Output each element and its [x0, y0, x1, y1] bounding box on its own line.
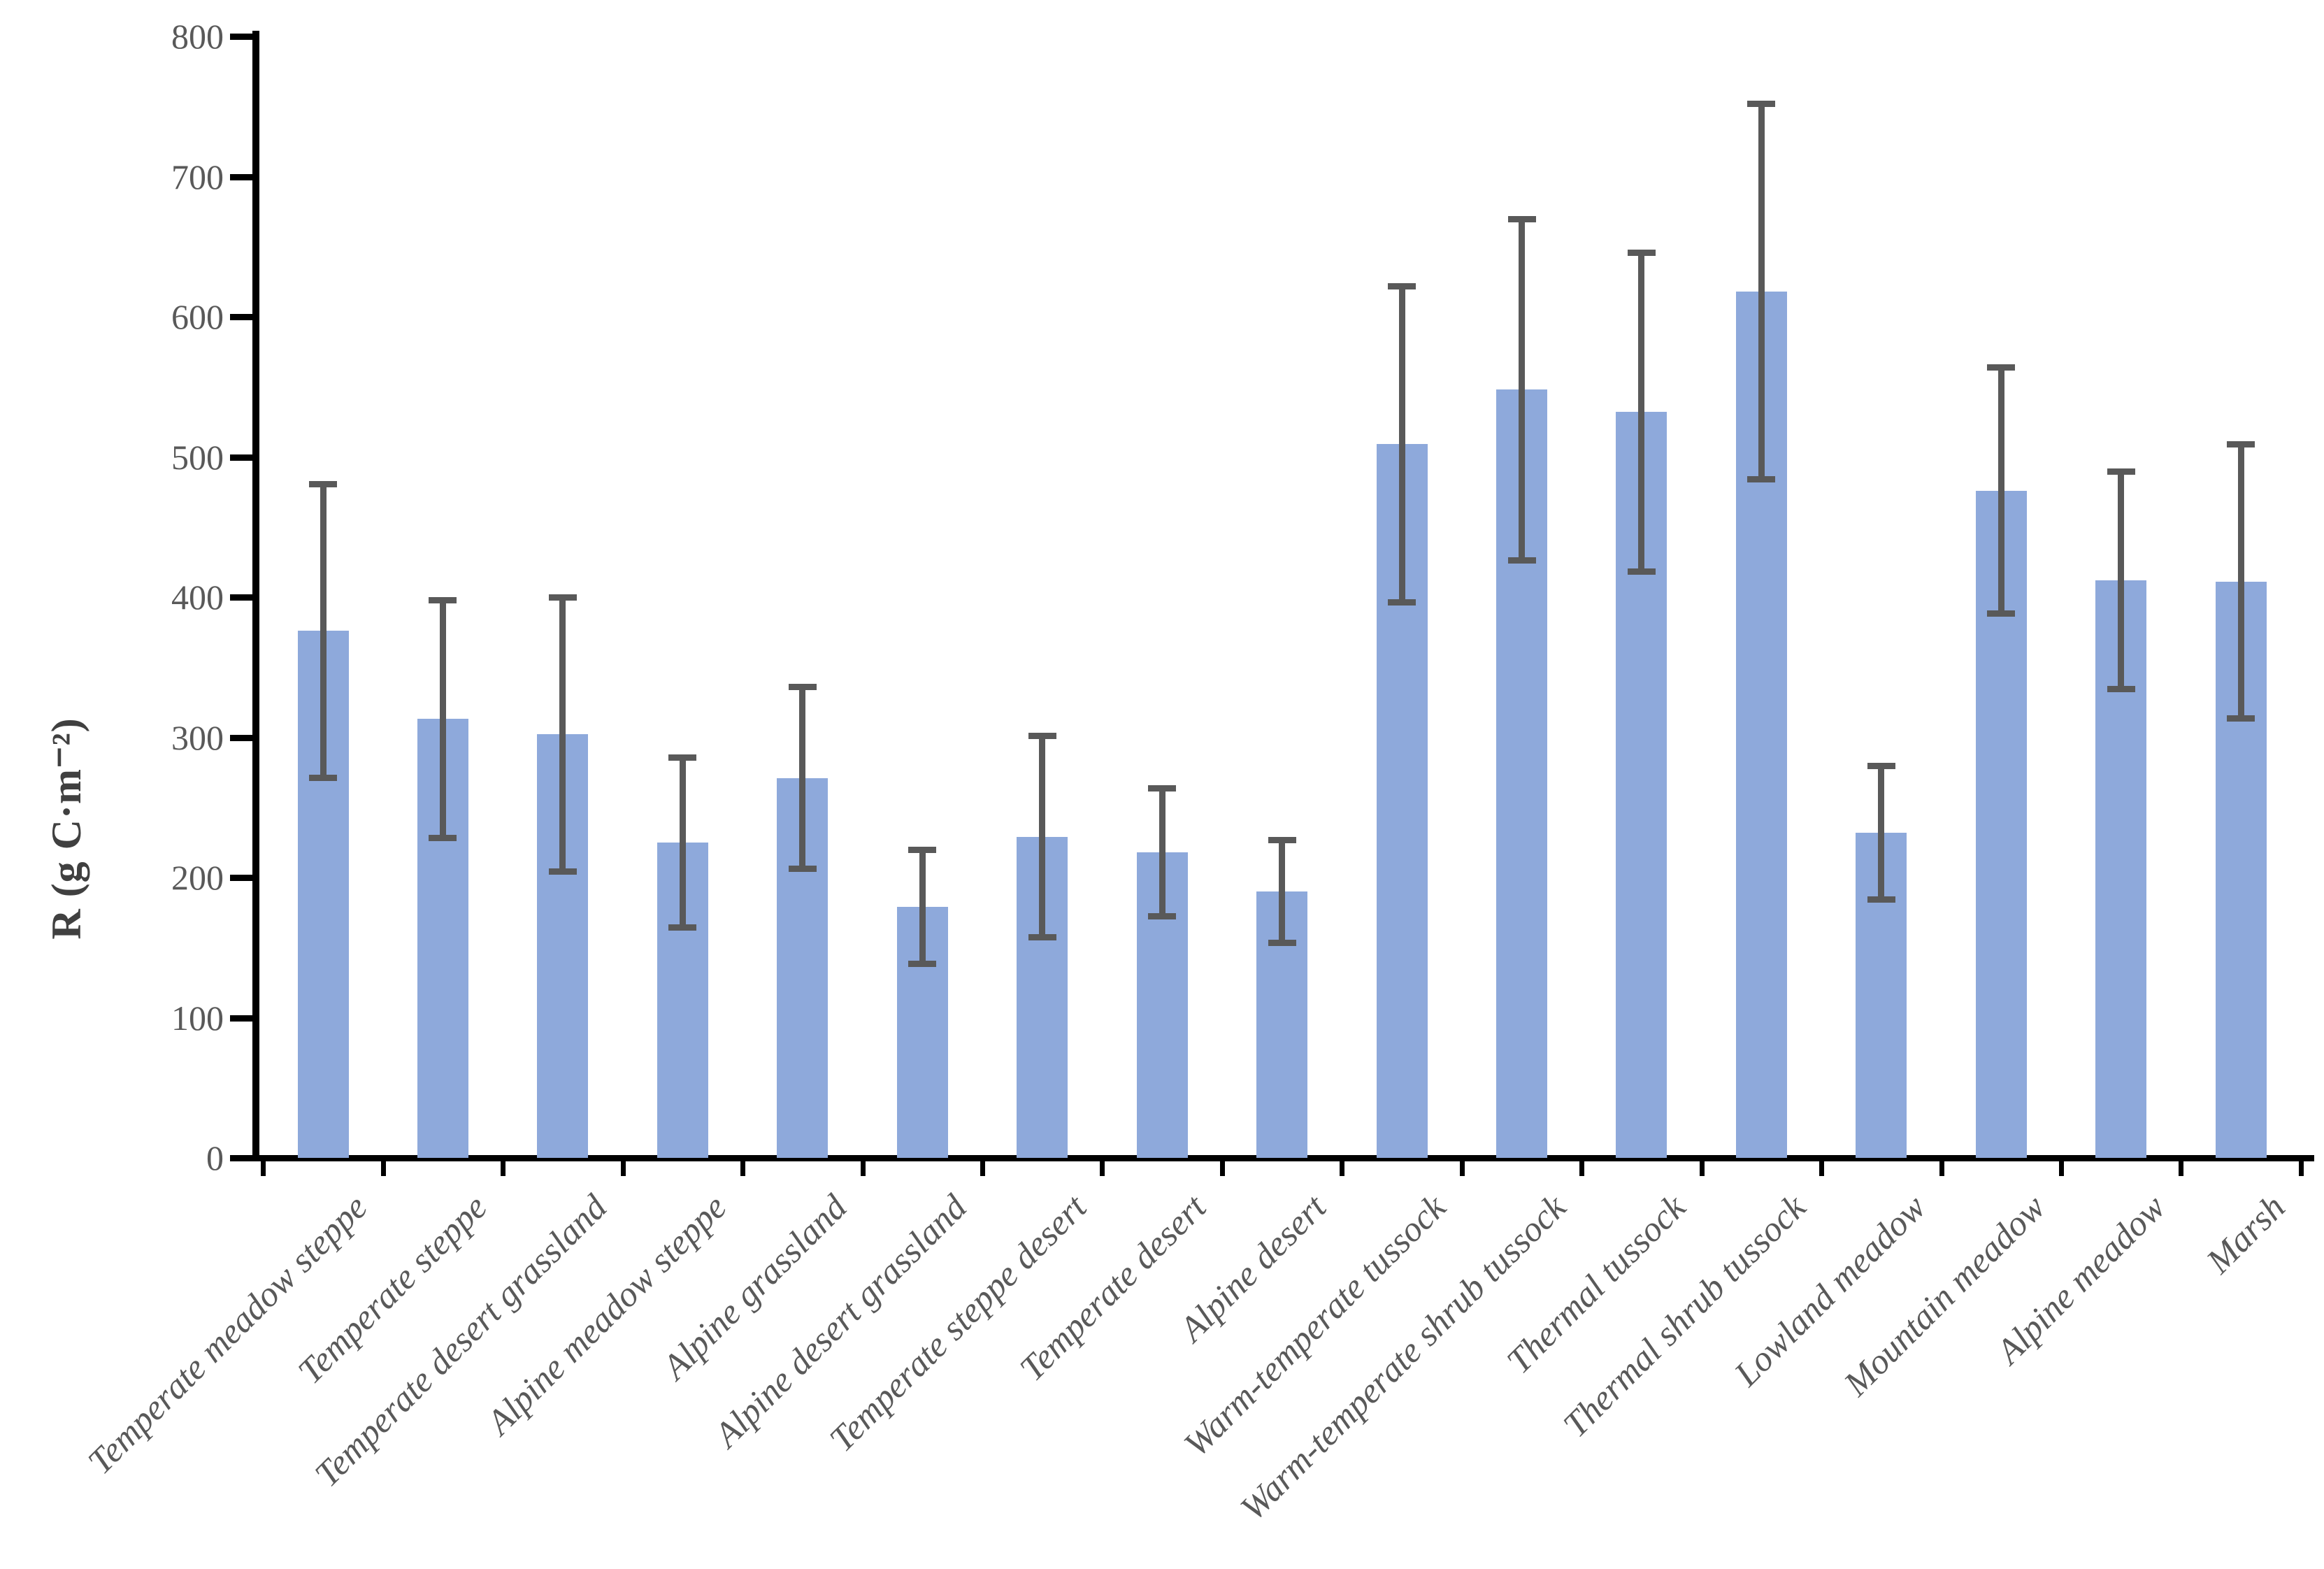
y-tick [230, 734, 253, 741]
error-bar-cap-top [1747, 101, 1776, 108]
error-bar-cap-top [1268, 836, 1296, 843]
x-tick [1579, 1158, 1585, 1176]
y-tick [230, 34, 253, 40]
error-bar-stem [1519, 218, 1525, 561]
error-bar-cap-bottom [1268, 940, 1296, 947]
error-bar-cap-bottom [908, 961, 937, 968]
x-tick [261, 1158, 266, 1176]
x-tick [860, 1158, 866, 1176]
error-bar-cap-top [2107, 468, 2135, 475]
error-bar-cap-top [908, 846, 937, 853]
error-bar-cap-top [309, 480, 337, 487]
error-bar-cap-top [1627, 249, 1656, 256]
y-tick-label: 500 [171, 437, 224, 477]
error-bar-cap-top [548, 594, 577, 601]
y-tick-label: 100 [171, 998, 224, 1038]
error-bar-cap-top [2227, 441, 2255, 448]
error-bar-cap-top [1388, 282, 1416, 289]
y-tick-label: 800 [171, 17, 224, 56]
x-tick [740, 1158, 746, 1176]
x-tick-label: Alpine meadow steppe [480, 1187, 735, 1442]
x-tick [1819, 1158, 1825, 1176]
x-tick-label: Mountain meadow [1837, 1187, 2053, 1404]
error-bar-cap-bottom [548, 868, 577, 875]
error-bar-stem [1039, 736, 1046, 938]
error-bar-cap-bottom [1747, 475, 1776, 482]
y-tick-label: 300 [171, 717, 224, 757]
y-tick-label: 600 [171, 297, 224, 336]
y-tick [230, 875, 253, 881]
error-bar-cap-bottom [429, 834, 457, 841]
y-tick [230, 1015, 253, 1022]
x-tick [1340, 1158, 1345, 1176]
error-bar-stem [1159, 787, 1165, 917]
error-bar-stem [1758, 103, 1765, 480]
y-tick-label: 0 [206, 1138, 224, 1177]
x-tick [380, 1158, 386, 1176]
error-bar-stem [439, 600, 446, 838]
error-bar-cap-bottom [2107, 686, 2135, 693]
error-bar-cap-top [1987, 364, 2016, 371]
error-bar-stem [1878, 765, 1885, 901]
error-bar-cap-bottom [2227, 715, 2255, 722]
error-bar-cap-top [1867, 762, 1895, 769]
y-tick [230, 314, 253, 320]
error-bar-cap-bottom [1028, 934, 1056, 941]
error-bar-cap-bottom [309, 774, 337, 781]
y-tick [230, 594, 253, 601]
x-tick [2179, 1158, 2184, 1176]
y-tick-label: 400 [171, 578, 224, 617]
y-tick [230, 1155, 253, 1161]
error-bar-cap-bottom [668, 924, 697, 931]
error-bar-cap-top [788, 684, 817, 691]
error-bar-stem [1398, 285, 1405, 603]
x-tick-label: Marsh [2199, 1187, 2293, 1282]
error-bar-cap-bottom [1148, 913, 1177, 920]
error-bar-stem [1638, 252, 1645, 572]
error-bar-cap-top [1148, 784, 1177, 791]
error-bar-cap-top [429, 597, 457, 603]
x-tick [1939, 1158, 1944, 1176]
y-tick [230, 454, 253, 461]
error-bar-stem [919, 849, 926, 965]
x-tick [980, 1158, 985, 1176]
error-bar-stem [1997, 367, 2004, 615]
error-bar-stem [559, 597, 566, 872]
error-bar-cap-bottom [1388, 599, 1416, 606]
x-tick [1699, 1158, 1705, 1176]
error-bar-cap-bottom [1867, 896, 1895, 903]
error-bar-stem [1279, 839, 1286, 944]
error-bar-stem [320, 483, 327, 778]
error-bar-stem [799, 687, 806, 869]
y-tick [230, 173, 253, 180]
x-tick [1459, 1158, 1465, 1176]
error-bar-stem [679, 757, 686, 929]
x-tick [2298, 1158, 2304, 1176]
y-tick-label: 700 [171, 157, 224, 196]
error-bar-cap-bottom [1627, 568, 1656, 575]
x-tick [620, 1158, 626, 1176]
error-bar-cap-bottom [788, 865, 817, 872]
x-axis-line [252, 1155, 2314, 1161]
error-bar-cap-top [1028, 733, 1056, 740]
error-bar-cap-bottom [1507, 557, 1536, 564]
error-bar-cap-bottom [1987, 610, 2016, 617]
y-axis-line [252, 31, 259, 1161]
x-tick [501, 1158, 506, 1176]
x-tick [1100, 1158, 1105, 1176]
error-bar-cap-top [668, 754, 697, 761]
y-tick-label: 200 [171, 858, 224, 897]
error-bar-stem [2118, 471, 2125, 690]
error-bar-stem [2237, 444, 2244, 719]
x-tick [2059, 1158, 2065, 1176]
x-tick [1219, 1158, 1225, 1176]
error-bar-cap-top [1507, 215, 1536, 222]
